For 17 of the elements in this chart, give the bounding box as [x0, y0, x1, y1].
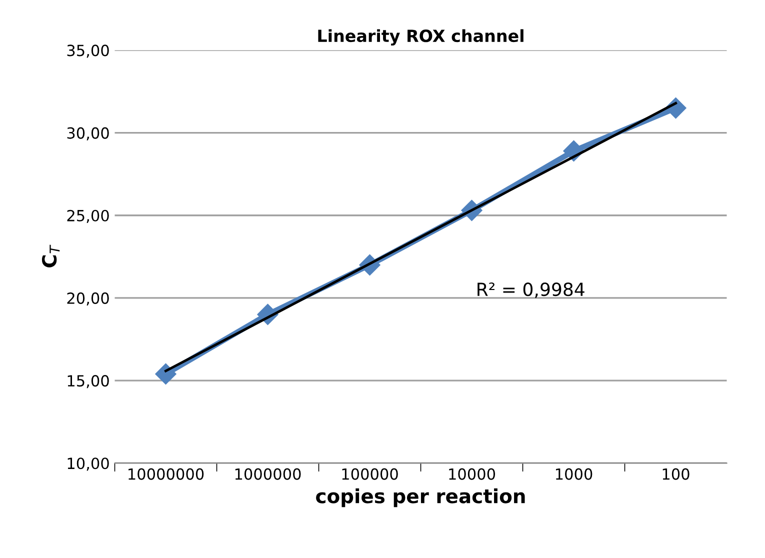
chart-title: Linearity ROX channel	[318, 29, 524, 46]
y-tick-label: 15,00	[68, 375, 109, 388]
x-tick-label: 100	[662, 468, 690, 480]
x-axis-title: copies per reaction	[316, 488, 525, 508]
y-axis-title: C$_{T}$	[42, 244, 60, 268]
y-tick-label: 30,00	[67, 127, 109, 140]
y-tick-label: 25,00	[67, 210, 109, 223]
point	[155, 363, 176, 384]
y-tick-label: 10,00	[68, 458, 109, 471]
y-tick-label: 35,00	[67, 44, 109, 58]
x-tick-label: 1000	[556, 468, 592, 480]
annotation: R² = 0,9984	[478, 282, 584, 298]
y-tick-label: 20,00	[67, 292, 109, 306]
x-tick-label: 100000	[342, 468, 398, 480]
x-tick-label: 10000	[449, 468, 496, 480]
x-tick-label: 10000000	[128, 468, 204, 480]
x-tick-label: 1000000	[235, 468, 301, 480]
